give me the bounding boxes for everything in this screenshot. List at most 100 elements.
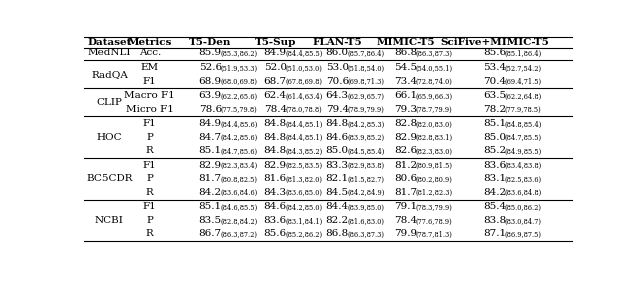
Text: 82.1: 82.1 <box>326 175 349 183</box>
Text: FLAN-T5: FLAN-T5 <box>312 38 362 47</box>
Text: 70.6: 70.6 <box>326 77 349 86</box>
Text: (84.2,84.9): (84.2,84.9) <box>348 189 385 197</box>
Text: (69.8,71.3): (69.8,71.3) <box>348 78 385 86</box>
Text: (52.7,54.2): (52.7,54.2) <box>505 65 542 72</box>
Text: 85.4: 85.4 <box>483 203 506 212</box>
Text: 84.9: 84.9 <box>264 48 287 58</box>
Text: (83.6,84.8): (83.6,84.8) <box>505 189 542 197</box>
Text: MedNLI: MedNLI <box>88 48 131 58</box>
Text: (84.6,85.5): (84.6,85.5) <box>220 204 257 212</box>
Text: (81.5,82.7): (81.5,82.7) <box>348 176 385 184</box>
Text: 52.0: 52.0 <box>264 63 287 72</box>
Text: (83.9,85.2): (83.9,85.2) <box>348 134 385 142</box>
Text: 83.8: 83.8 <box>483 216 506 225</box>
Text: F1: F1 <box>143 203 157 212</box>
Text: 81.7: 81.7 <box>198 175 222 183</box>
Text: 84.3: 84.3 <box>264 188 287 197</box>
Text: P: P <box>147 133 153 142</box>
Text: (62.9,65.7): (62.9,65.7) <box>348 93 385 101</box>
Text: 79.3: 79.3 <box>394 105 417 114</box>
Text: (84.4,85.1): (84.4,85.1) <box>285 134 323 142</box>
Text: 53.0: 53.0 <box>326 63 349 72</box>
Text: 81.2: 81.2 <box>394 161 417 170</box>
Text: 84.6: 84.6 <box>264 203 287 212</box>
Text: (84.2,85.3): (84.2,85.3) <box>348 121 385 129</box>
Text: (78.9,79.9): (78.9,79.9) <box>348 106 384 114</box>
Text: (51.0,53.0): (51.0,53.0) <box>285 65 323 72</box>
Text: 82.9: 82.9 <box>264 161 287 170</box>
Text: F1: F1 <box>143 161 157 170</box>
Text: 53.4: 53.4 <box>483 63 506 72</box>
Text: (82.0,83.0): (82.0,83.0) <box>415 121 452 129</box>
Text: (86.3,87.2): (86.3,87.2) <box>220 231 257 239</box>
Text: (81.6,83.0): (81.6,83.0) <box>348 217 385 225</box>
Text: (84.9,85.5): (84.9,85.5) <box>505 148 542 156</box>
Text: R: R <box>146 146 154 155</box>
Text: (84.8,85.4): (84.8,85.4) <box>505 121 542 129</box>
Text: (62.2,64.8): (62.2,64.8) <box>505 93 542 101</box>
Text: (82.5,83.6): (82.5,83.6) <box>505 176 542 184</box>
Text: 84.8: 84.8 <box>264 146 287 155</box>
Text: 85.1: 85.1 <box>198 146 222 155</box>
Text: (85.1,86.4): (85.1,86.4) <box>505 50 542 58</box>
Text: 70.4: 70.4 <box>483 77 506 86</box>
Text: P: P <box>147 216 153 225</box>
Text: 78.4: 78.4 <box>264 105 287 114</box>
Text: 82.9: 82.9 <box>198 161 222 170</box>
Text: (86.9,87.5): (86.9,87.5) <box>505 231 541 239</box>
Text: 84.8: 84.8 <box>264 119 287 128</box>
Text: (83.6,84.6): (83.6,84.6) <box>220 189 257 197</box>
Text: (84.2,85.0): (84.2,85.0) <box>285 204 323 212</box>
Text: (80.8,82.5): (80.8,82.5) <box>220 176 257 184</box>
Text: 68.9: 68.9 <box>198 77 222 86</box>
Text: 85.1: 85.1 <box>198 203 222 212</box>
Text: (65.9,66.3): (65.9,66.3) <box>415 93 452 101</box>
Text: (81.3,82.0): (81.3,82.0) <box>285 176 323 184</box>
Text: 82.8: 82.8 <box>394 119 417 128</box>
Text: (85.2,86.2): (85.2,86.2) <box>285 231 323 239</box>
Text: (83.6,85.0): (83.6,85.0) <box>285 189 323 197</box>
Text: (77.6,78.9): (77.6,78.9) <box>415 217 452 225</box>
Text: (80.2,80.9): (80.2,80.9) <box>415 176 452 184</box>
Text: 83.3: 83.3 <box>326 161 349 170</box>
Text: 78.2: 78.2 <box>483 105 506 114</box>
Text: 86.8: 86.8 <box>326 229 349 238</box>
Text: T5-Den: T5-Den <box>189 38 232 47</box>
Text: (84.4,85.6): (84.4,85.6) <box>220 121 258 129</box>
Text: 62.4: 62.4 <box>264 91 287 100</box>
Text: 82.6: 82.6 <box>394 146 417 155</box>
Text: (78.0,78.8): (78.0,78.8) <box>285 106 322 114</box>
Text: (51.8,54.0): (51.8,54.0) <box>348 65 385 72</box>
Text: (84.4,85.1): (84.4,85.1) <box>285 121 323 129</box>
Text: (68.0,69.8): (68.0,69.8) <box>220 78 257 86</box>
Text: 84.8: 84.8 <box>326 119 349 128</box>
Text: 84.7: 84.7 <box>198 133 222 142</box>
Text: 78.4: 78.4 <box>394 216 417 225</box>
Text: (85.7,86.4): (85.7,86.4) <box>348 50 385 58</box>
Text: (83.0,84.7): (83.0,84.7) <box>505 217 541 225</box>
Text: EM: EM <box>141 63 159 72</box>
Text: (86.3,87.3): (86.3,87.3) <box>348 231 385 239</box>
Text: 85.9: 85.9 <box>198 48 222 58</box>
Text: (84.7,85.6): (84.7,85.6) <box>220 148 257 156</box>
Text: 66.1: 66.1 <box>394 91 417 100</box>
Text: F1: F1 <box>143 77 157 86</box>
Text: 78.6: 78.6 <box>198 105 222 114</box>
Text: Metrics: Metrics <box>127 38 172 47</box>
Text: MIMIC-T5: MIMIC-T5 <box>376 38 435 47</box>
Text: 86.8: 86.8 <box>394 48 417 58</box>
Text: 52.6: 52.6 <box>198 63 222 72</box>
Text: 81.7: 81.7 <box>394 188 417 197</box>
Text: (82.3,83.4): (82.3,83.4) <box>220 162 257 170</box>
Text: 64.3: 64.3 <box>326 91 349 100</box>
Text: (85.3,86.2): (85.3,86.2) <box>220 50 257 58</box>
Text: (84.4,85.5): (84.4,85.5) <box>285 50 323 58</box>
Text: 84.6: 84.6 <box>326 133 349 142</box>
Text: (86.3,87.3): (86.3,87.3) <box>415 50 452 58</box>
Text: BC5CDR: BC5CDR <box>86 175 132 183</box>
Text: 83.1: 83.1 <box>483 175 506 183</box>
Text: 84.9: 84.9 <box>198 119 222 128</box>
Text: 84.2: 84.2 <box>483 188 506 197</box>
Text: 86.0: 86.0 <box>326 48 349 58</box>
Text: (82.5,83.5): (82.5,83.5) <box>285 162 323 170</box>
